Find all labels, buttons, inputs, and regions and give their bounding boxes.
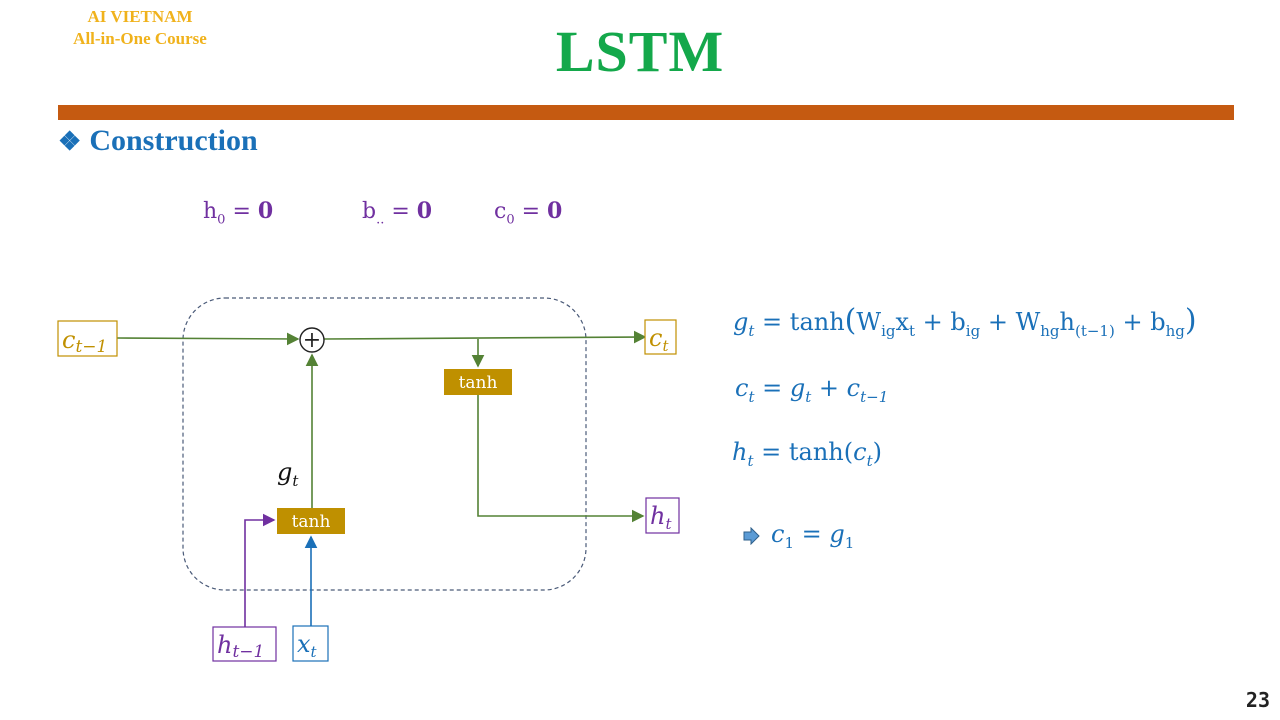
- add-node: [299, 327, 325, 353]
- h-out-box: [645, 497, 680, 534]
- svg-text:ht: ht: [650, 502, 672, 533]
- add-node-symbol: +: [303, 328, 321, 353]
- diamond-bullet-icon: ❖: [58, 127, 82, 156]
- arrow-bullet-icon: [743, 527, 760, 545]
- svg-text:ht−1: ht−1: [217, 631, 264, 662]
- tanh-candidate-label: tanh: [292, 512, 331, 532]
- x-in-box: [292, 625, 329, 662]
- svg-text:ct−1: ct−1: [62, 326, 107, 357]
- brand-line-2: All-in-One Course: [73, 29, 207, 48]
- init-h0: h0 = 0: [203, 198, 274, 228]
- cell-state-line-in: [116, 332, 300, 346]
- init-bias: b.. = 0: [362, 198, 433, 228]
- slide-title: LSTM: [555, 19, 725, 84]
- gt-label: gt: [277, 458, 299, 490]
- h-prev-box: [212, 626, 277, 662]
- c-out-box: [644, 319, 677, 355]
- init-c0: c0 = 0: [494, 198, 563, 228]
- cell-state-line-out: [323, 330, 647, 344]
- title-divider: [58, 105, 1234, 120]
- equation-result: c1 = g1: [771, 520, 855, 552]
- hprev-line: [244, 513, 276, 627]
- svg-text:xt: xt: [297, 630, 318, 661]
- equation-c: ct = gt + ct−1: [735, 374, 889, 406]
- tanh-to-ht-line: [477, 395, 645, 523]
- equation-h: ht = tanh(ct): [732, 438, 882, 470]
- cell-boundary: [182, 297, 587, 591]
- section-heading: ❖ Construction: [58, 124, 258, 158]
- equation-g: gt = tanh(Wigxt + big + Whgh(t−1) + bhg): [733, 303, 1197, 340]
- page-number: 23: [1245, 688, 1270, 712]
- brand-line-1: AI VIETNAM: [87, 7, 193, 26]
- brand-logo-text: AI VIETNAM All-in-One Course: [56, 6, 224, 50]
- svg-text:ct: ct: [649, 324, 669, 355]
- tanh-output-label: tanh: [459, 373, 498, 393]
- c-prev-box: [57, 320, 118, 357]
- tanh-output-gate: [444, 369, 512, 395]
- section-title: Construction: [89, 124, 258, 157]
- tanh-candidate-gate: [277, 508, 345, 534]
